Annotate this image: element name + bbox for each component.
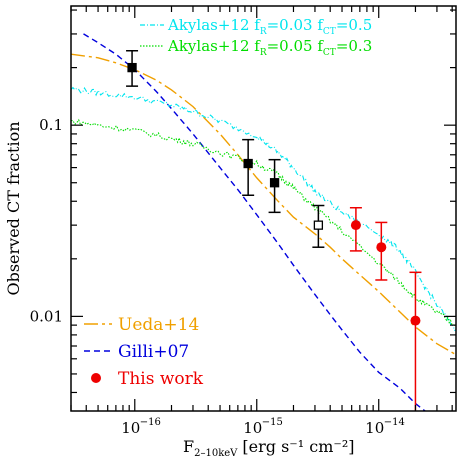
y-tick-label: 0.1 <box>39 116 63 134</box>
x-tick-label: 10 <box>243 419 262 437</box>
x-tick-exponent: −15 <box>262 417 283 428</box>
marker <box>313 220 324 230</box>
y-tick-label: 0.01 <box>30 307 63 325</box>
curve-ueda-14 <box>71 53 456 356</box>
legend-bottom-item-ueda-14: Ueda+14 <box>84 315 199 335</box>
x-tick-exponent: −14 <box>384 417 405 428</box>
marker <box>269 178 280 188</box>
point-this-work-3 <box>409 271 422 411</box>
legend-label: This work <box>118 369 204 389</box>
curve-akylas-12-fr-0-05-fct-0-3 <box>71 118 456 326</box>
legend-top-item-2: Akylas+12 fR=0.05 fCT=0.3 <box>140 37 372 58</box>
marker <box>243 158 253 169</box>
curve-gilli-07 <box>83 33 426 411</box>
data-points <box>126 50 422 411</box>
model-curves <box>71 33 456 411</box>
point-previous-data-2 <box>242 138 255 197</box>
y-axis-label: Observed CT fraction <box>4 121 23 295</box>
x-tick-label: 10 <box>365 419 384 437</box>
point-previous-data-4 <box>312 204 325 248</box>
legend-bottom-item-gilli-07: Gilli+07 <box>84 342 189 362</box>
curve-akylas-12-fr-0-03-fct-0-5 <box>71 86 456 332</box>
legend-label: Akylas+12 fR=0.05 fCT=0.3 <box>167 37 372 58</box>
legend-bottom-item-this-work: This work <box>91 369 204 389</box>
legend-marker <box>91 373 101 383</box>
axes <box>70 5 457 412</box>
point-this-work-1 <box>349 206 362 252</box>
legend-label: Gilli+07 <box>118 342 189 362</box>
point-previous-data-3 <box>268 158 281 214</box>
point-this-work-2 <box>375 221 388 281</box>
x-tick-label: 10 <box>121 419 140 437</box>
legend-bottom: Ueda+14 Gilli+07 This work <box>84 315 204 389</box>
legend-top-item-1: Akylas+12 fR=0.03 fCT=0.5 <box>140 16 372 37</box>
point-previous-data-1 <box>126 50 139 87</box>
legend-label: Ueda+14 <box>118 315 199 335</box>
plot-frame <box>70 5 457 412</box>
legend-label: Akylas+12 fR=0.03 fCT=0.5 <box>167 16 372 37</box>
marker <box>350 220 361 231</box>
x-axis-label: F2–10keV [erg s⁻¹ cm⁻²] <box>183 437 354 459</box>
marker <box>376 242 387 253</box>
x-tick-exponent: −16 <box>140 417 161 428</box>
marker <box>127 62 137 73</box>
marker <box>410 315 421 326</box>
